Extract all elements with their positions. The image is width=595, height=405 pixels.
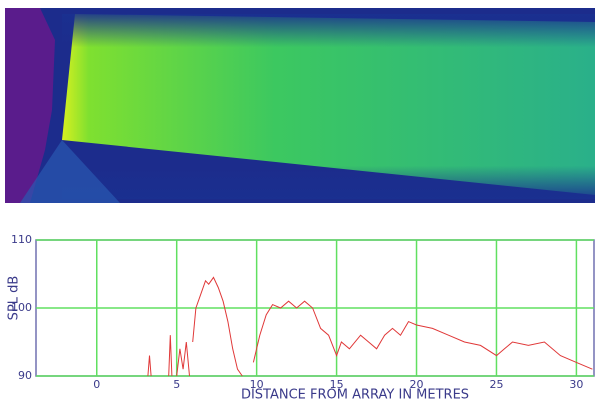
x-tick-label: 0 (93, 378, 100, 391)
y-tick-label: 110 (11, 233, 32, 246)
page: {"chart_data": {"type": "line", "ylabel"… (0, 0, 595, 405)
sound-field-map (5, 8, 595, 203)
y-tick-label: 90 (18, 369, 32, 382)
y-axis-label: SPL dB (7, 276, 22, 321)
beam-edge (62, 14, 595, 199)
screenshot: 05101520253090100110SPL dBDISTANCE FROM … (0, 0, 595, 401)
x-axis-label: DISTANCE FROM ARRAY IN METRES (241, 388, 469, 402)
x-tick-label: 5 (173, 378, 180, 391)
x-tick-label: 30 (569, 378, 583, 391)
x-tick-label: 25 (489, 378, 503, 391)
